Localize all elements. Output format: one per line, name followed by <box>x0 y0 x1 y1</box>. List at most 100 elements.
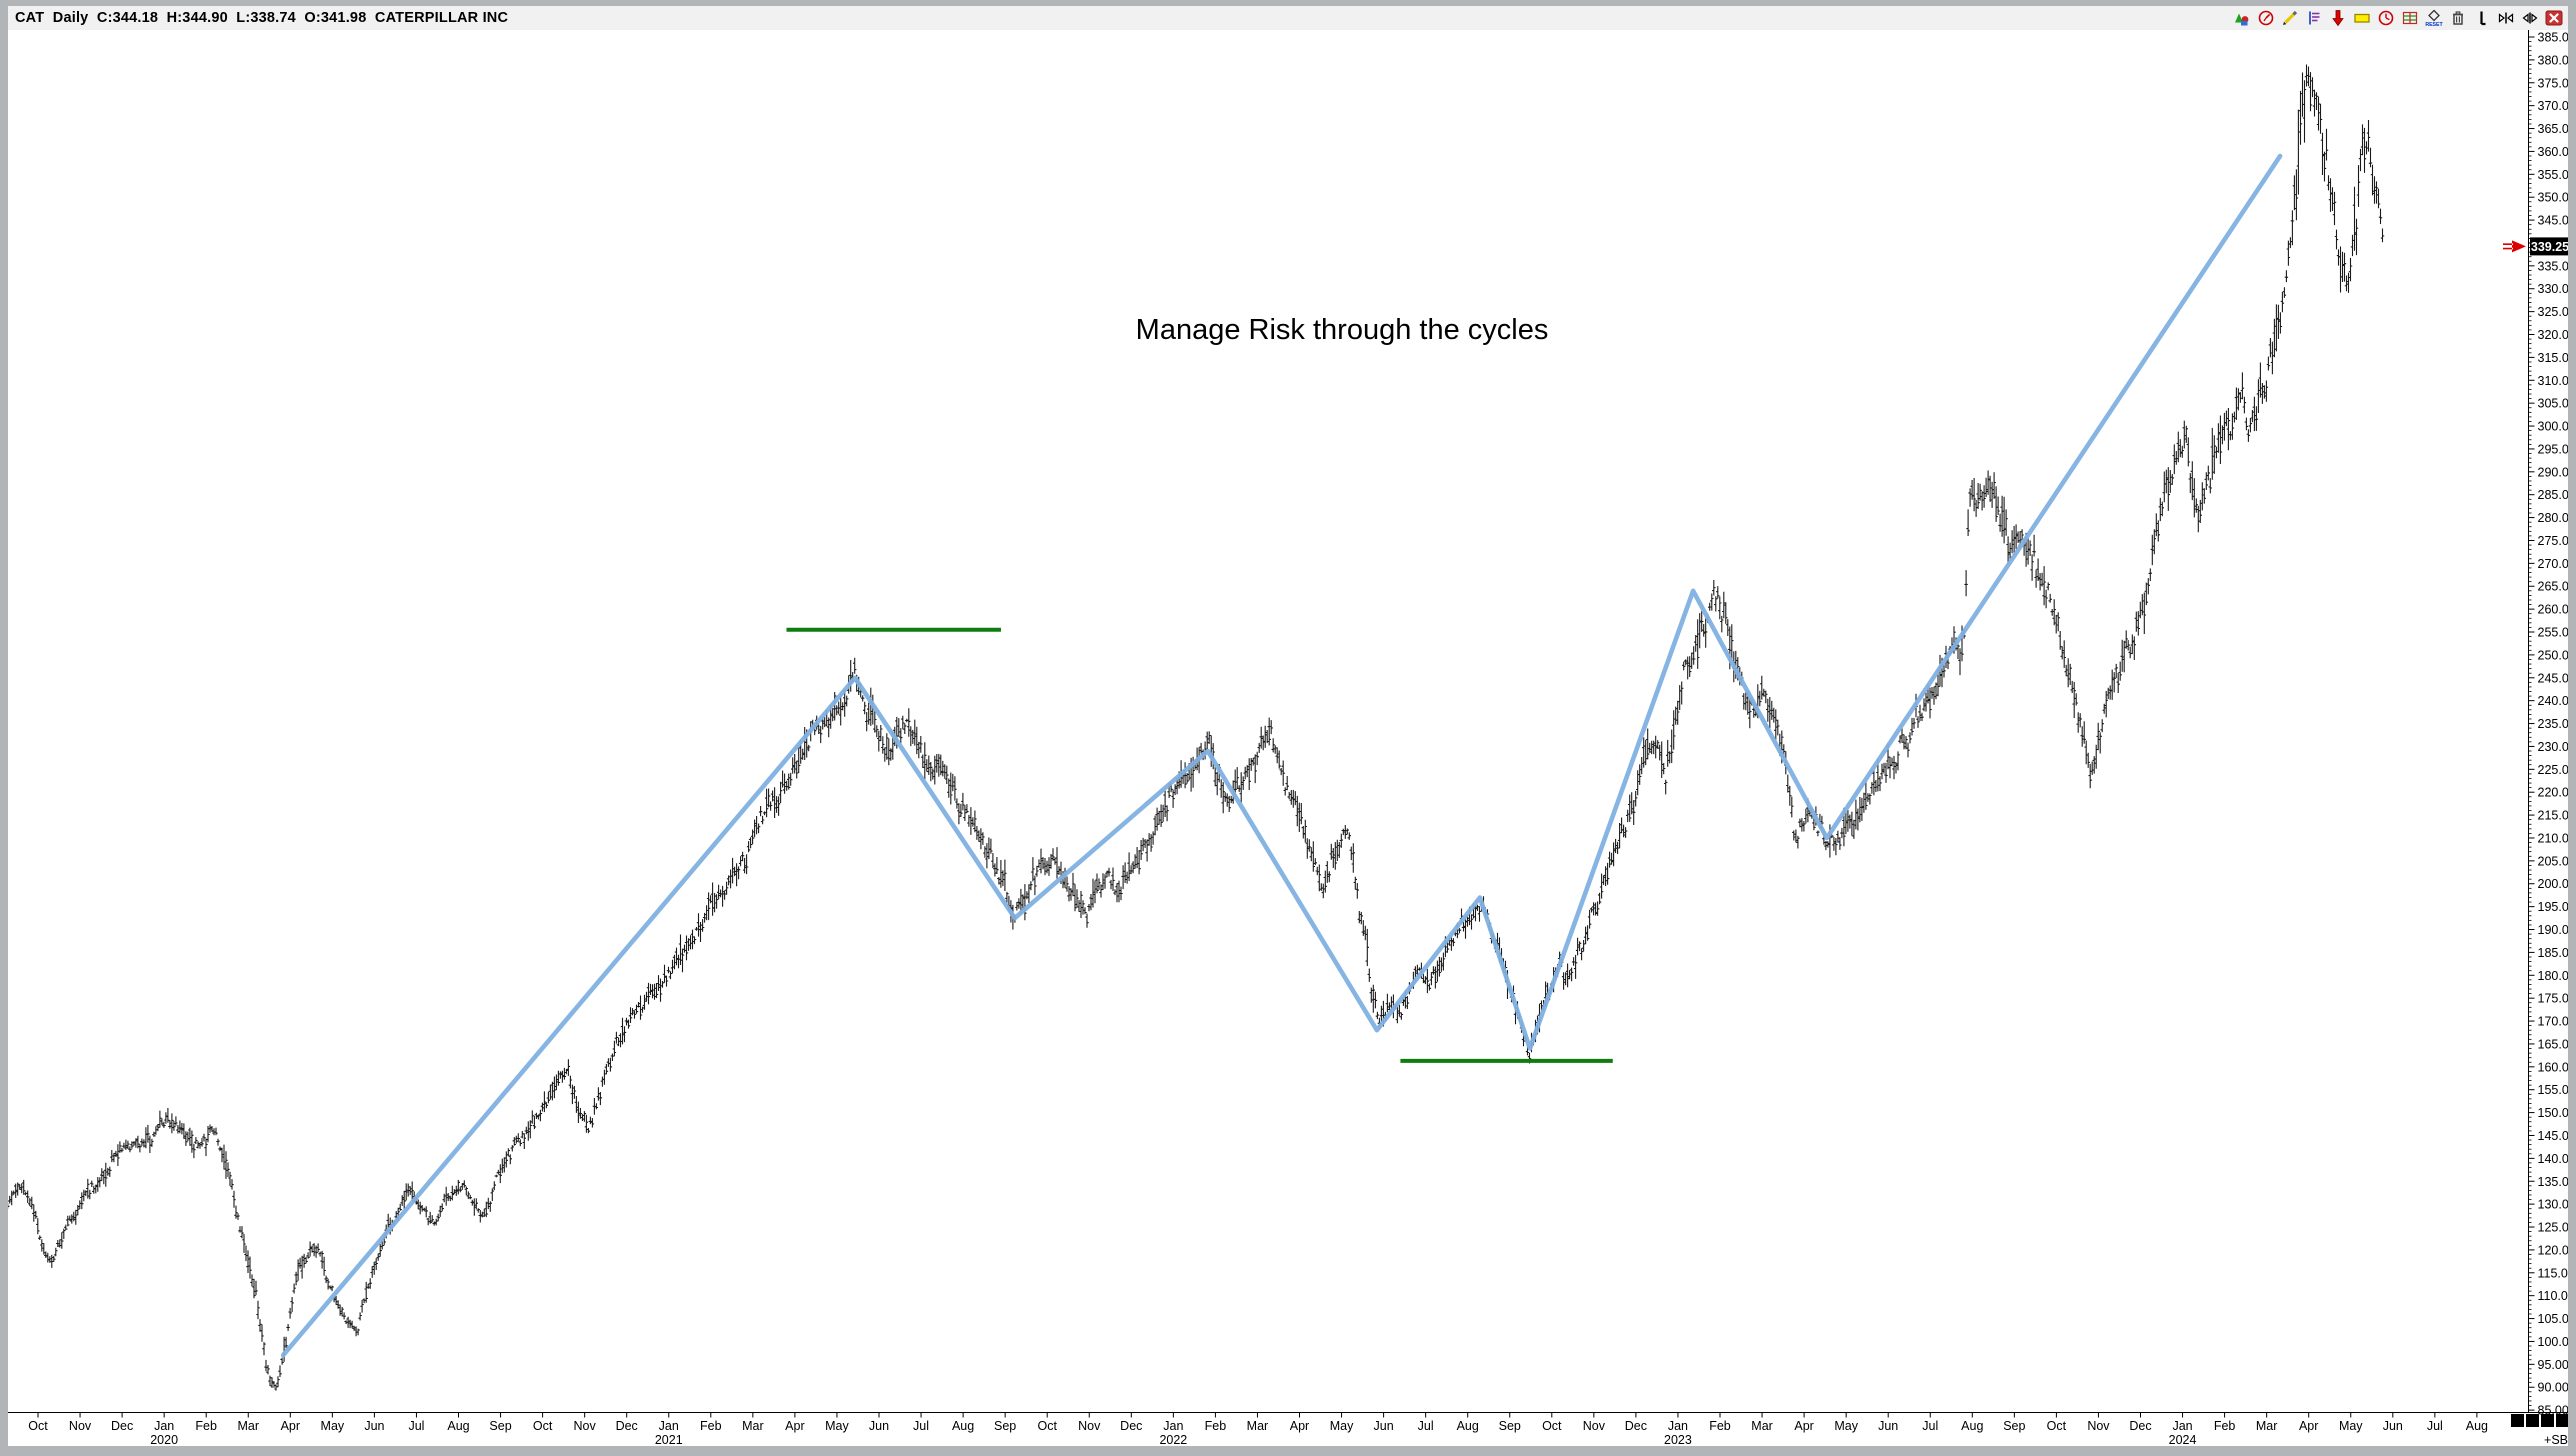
grid-icon[interactable] <box>2401 9 2419 27</box>
svg-text:315.00: 315.00 <box>2538 351 2569 365</box>
svg-text:180.00: 180.00 <box>2538 969 2569 983</box>
svg-text:Mar: Mar <box>237 1419 259 1433</box>
price-arrow-icon <box>2503 240 2526 253</box>
svg-text:Sep: Sep <box>2003 1419 2025 1433</box>
svg-text:365.00: 365.00 <box>2538 122 2569 136</box>
svg-text:90.00: 90.00 <box>2538 1381 2569 1395</box>
svg-text:Sep: Sep <box>489 1419 511 1433</box>
drawing-shapes-icon[interactable] <box>2233 9 2251 27</box>
toolbar: RESET <box>2233 9 2568 27</box>
trend-zigzag-line[interactable] <box>280 153 2283 1358</box>
svg-text:Apr: Apr <box>1290 1419 1309 1433</box>
svg-text:100.00: 100.00 <box>2538 1335 2569 1349</box>
svg-text:Jul: Jul <box>1922 1419 1938 1433</box>
svg-text:Sep: Sep <box>994 1419 1016 1433</box>
svg-text:2020: 2020 <box>150 1433 178 1446</box>
svg-text:140.00: 140.00 <box>2538 1152 2569 1166</box>
svg-text:2023: 2023 <box>1664 1433 1692 1446</box>
svg-text:Jan: Jan <box>659 1419 679 1433</box>
svg-text:210.00: 210.00 <box>2538 831 2569 845</box>
svg-text:Dec: Dec <box>2129 1419 2151 1433</box>
svg-text:135.00: 135.00 <box>2538 1175 2569 1189</box>
down-arrow-icon[interactable] <box>2329 9 2347 27</box>
svg-text:190.00: 190.00 <box>2538 923 2569 937</box>
svg-text:175.00: 175.00 <box>2538 992 2569 1006</box>
svg-text:220.00: 220.00 <box>2538 786 2569 800</box>
svg-text:Dec: Dec <box>1625 1419 1647 1433</box>
svg-text:285.00: 285.00 <box>2538 488 2569 502</box>
pencil-icon[interactable] <box>2281 9 2299 27</box>
svg-text:Jul: Jul <box>2427 1419 2443 1433</box>
svg-text:Apr: Apr <box>2299 1419 2318 1433</box>
sb-button[interactable]: +SB <box>2544 1433 2568 1446</box>
svg-text:355.00: 355.00 <box>2538 168 2569 182</box>
svg-text:Jul: Jul <box>408 1419 424 1433</box>
svg-text:339.25: 339.25 <box>2531 240 2568 254</box>
chart-plot-area[interactable]: 85.0090.0095.00100.00105.00110.00115.001… <box>8 30 2568 1446</box>
svg-text:Mar: Mar <box>1247 1419 1269 1433</box>
svg-text:115.00: 115.00 <box>2538 1266 2569 1280</box>
timeframe-block[interactable] <box>2526 1414 2539 1427</box>
svg-text:230.00: 230.00 <box>2538 740 2569 754</box>
svg-text:145.00: 145.00 <box>2538 1129 2569 1143</box>
close-icon[interactable] <box>2545 9 2563 27</box>
svg-text:2022: 2022 <box>1159 1433 1187 1446</box>
timeframe-block[interactable] <box>2541 1414 2554 1427</box>
svg-text:Nov: Nov <box>1078 1419 1101 1433</box>
svg-text:May: May <box>1834 1419 1858 1433</box>
svg-text:May: May <box>321 1419 345 1433</box>
svg-text:200.00: 200.00 <box>2538 877 2569 891</box>
svg-text:May: May <box>1330 1419 1354 1433</box>
svg-text:Oct: Oct <box>28 1419 48 1433</box>
svg-text:Jul: Jul <box>913 1419 929 1433</box>
svg-text:185.00: 185.00 <box>2538 946 2569 960</box>
svg-text:Dec: Dec <box>616 1419 638 1433</box>
svg-text:165.00: 165.00 <box>2538 1037 2569 1051</box>
svg-text:245.00: 245.00 <box>2538 671 2569 685</box>
highlighter-icon[interactable] <box>2353 9 2371 27</box>
svg-text:Jan: Jan <box>154 1419 174 1433</box>
svg-text:235.00: 235.00 <box>2538 717 2569 731</box>
date-axis[interactable] <box>8 1413 2528 1446</box>
svg-text:310.00: 310.00 <box>2538 374 2569 388</box>
svg-text:Oct: Oct <box>2047 1419 2067 1433</box>
svg-text:Mar: Mar <box>1751 1419 1773 1433</box>
svg-text:360.00: 360.00 <box>2538 145 2569 159</box>
timeframe-block[interactable] <box>2511 1414 2524 1427</box>
svg-text:Oct: Oct <box>533 1419 553 1433</box>
svg-text:2021: 2021 <box>655 1433 683 1446</box>
svg-text:255.00: 255.00 <box>2538 626 2569 640</box>
timeframe-block[interactable] <box>2556 1414 2568 1427</box>
svg-text:120.00: 120.00 <box>2538 1243 2569 1257</box>
svg-text:May: May <box>825 1419 849 1433</box>
svg-text:105.00: 105.00 <box>2538 1312 2569 1326</box>
reset-icon[interactable]: RESET <box>2425 9 2443 27</box>
svg-text:Jun: Jun <box>869 1419 889 1433</box>
svg-text:Apr: Apr <box>1794 1419 1813 1433</box>
flag-notes-icon[interactable] <box>2305 9 2323 27</box>
gauge-icon[interactable] <box>2257 9 2275 27</box>
svg-text:370.00: 370.00 <box>2538 99 2569 113</box>
collapse-horizontal-icon[interactable] <box>2497 9 2515 27</box>
svg-text:335.00: 335.00 <box>2538 259 2569 273</box>
svg-text:Aug: Aug <box>1457 1419 1479 1433</box>
svg-text:Nov: Nov <box>574 1419 597 1433</box>
chart-annotation-text[interactable]: Manage Risk through the cycles <box>1135 313 1549 346</box>
chart-canvas[interactable]: 85.0090.0095.00100.00105.00110.00115.001… <box>8 30 2568 1446</box>
svg-text:Feb: Feb <box>1205 1419 1227 1433</box>
bar-cursor-icon[interactable] <box>2473 9 2491 27</box>
trash-icon[interactable] <box>2449 9 2467 27</box>
svg-text:Jun: Jun <box>1878 1419 1898 1433</box>
svg-text:Feb: Feb <box>2214 1419 2236 1433</box>
svg-text:290.00: 290.00 <box>2538 465 2569 479</box>
svg-text:Sep: Sep <box>1499 1419 1521 1433</box>
svg-text:330.00: 330.00 <box>2538 282 2569 296</box>
price-axis[interactable] <box>2529 30 2568 1412</box>
clock-icon[interactable] <box>2377 9 2395 27</box>
svg-text:Nov: Nov <box>1583 1419 1606 1433</box>
svg-text:95.00: 95.00 <box>2538 1358 2569 1372</box>
svg-text:Aug: Aug <box>1961 1419 1983 1433</box>
expand-horizontal-icon[interactable] <box>2521 9 2539 27</box>
svg-text:110.00: 110.00 <box>2538 1289 2569 1303</box>
svg-text:385.00: 385.00 <box>2538 31 2569 45</box>
